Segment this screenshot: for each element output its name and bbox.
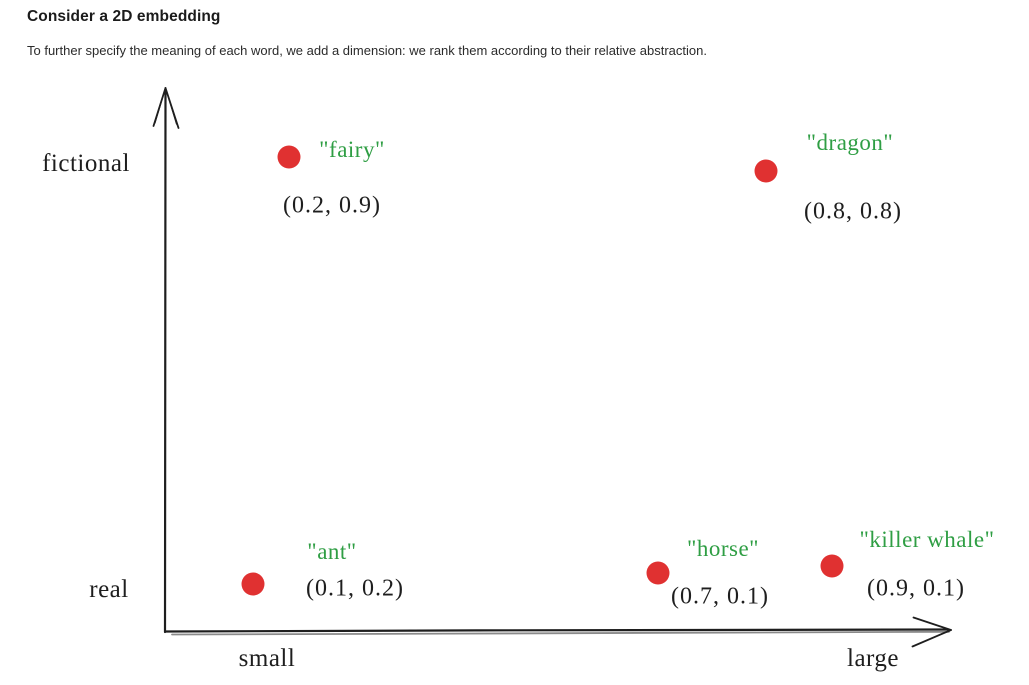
word-label-ant: "ant" — [307, 539, 357, 564]
x-axis-label-small: small — [238, 645, 296, 672]
word-label-horse: "horse" — [686, 536, 760, 561]
x-axis-label-large: large — [846, 645, 900, 672]
data-point-horse — [646, 561, 670, 585]
data-point-killer-whale — [820, 554, 844, 578]
coord-label-fairy: (0.2, 0.9) — [283, 192, 381, 219]
y-axis-label-fictional: fictional — [42, 150, 130, 177]
y-axis-line — [152, 87, 180, 634]
coord-label-dragon: (0.8, 0.8) — [804, 198, 902, 225]
coord-label-killer-whale: (0.9, 0.1) — [867, 575, 965, 602]
y-axis-label-real: real — [89, 576, 129, 603]
word-label-dragon: "dragon" — [806, 130, 894, 155]
data-point-fairy — [277, 145, 301, 169]
page-title: Consider a 2D embedding — [27, 8, 221, 25]
coord-label-ant: (0.1, 0.2) — [306, 575, 404, 602]
page-subtitle: To further specify the meaning of each w… — [27, 43, 707, 58]
word-label-fairy: "fairy" — [319, 137, 385, 162]
x-axis-line — [164, 616, 952, 648]
word-label-killer-whale: "killer whale" — [859, 527, 995, 552]
data-point-ant — [241, 572, 265, 596]
coord-label-horse: (0.7, 0.1) — [671, 583, 769, 610]
data-point-dragon — [754, 159, 778, 183]
